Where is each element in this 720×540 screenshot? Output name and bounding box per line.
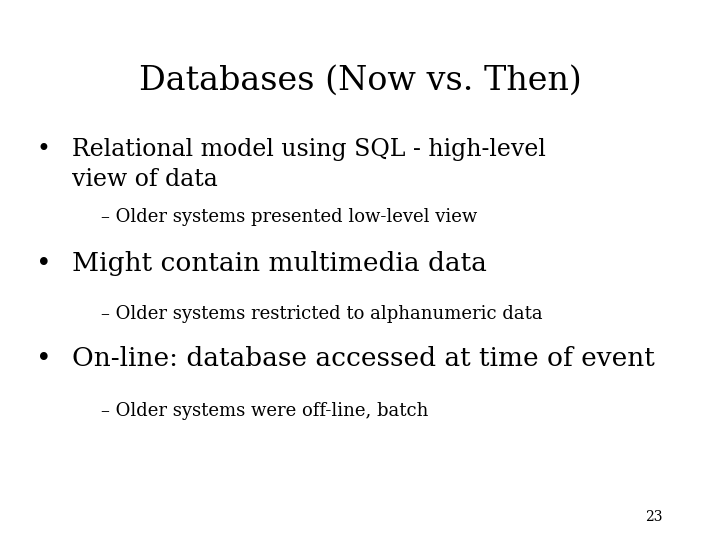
Text: •: • — [36, 346, 52, 370]
Text: – Older systems presented low-level view: – Older systems presented low-level view — [101, 208, 477, 226]
Text: Databases (Now vs. Then): Databases (Now vs. Then) — [139, 65, 581, 97]
Text: •: • — [36, 251, 52, 276]
Text: – Older systems restricted to alphanumeric data: – Older systems restricted to alphanumer… — [101, 305, 542, 323]
Text: Might contain multimedia data: Might contain multimedia data — [72, 251, 487, 276]
Text: 23: 23 — [645, 510, 662, 524]
Text: On-line: database accessed at time of event: On-line: database accessed at time of ev… — [72, 346, 654, 370]
Text: – Older systems were off-line, batch: – Older systems were off-line, batch — [101, 402, 428, 420]
Text: •: • — [36, 138, 50, 161]
Text: Relational model using SQL - high-level
view of data: Relational model using SQL - high-level … — [72, 138, 546, 191]
